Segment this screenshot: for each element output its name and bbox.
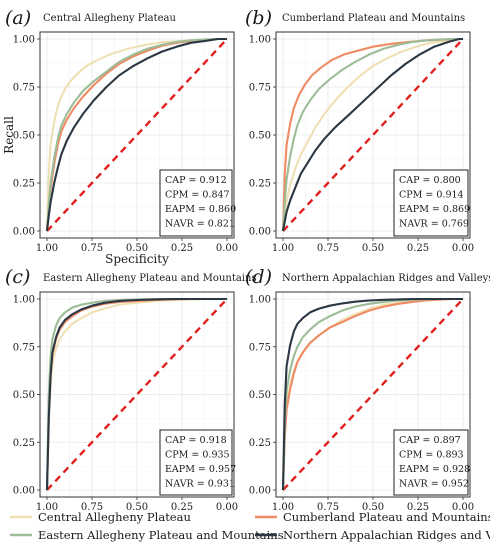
x-tick-label: 0.00 <box>216 243 238 254</box>
auc-label: NAVR = 0.821 <box>165 219 235 230</box>
reference-diagonal <box>282 38 464 232</box>
auc-label: EAPM = 0.928 <box>399 464 470 475</box>
y-tick-label: 0.75 <box>13 83 35 94</box>
panel-label: (a) <box>5 7 31 29</box>
x-tick-label: 0.00 <box>216 502 238 513</box>
x-tick-label: 0.25 <box>171 502 193 513</box>
reference-diagonal <box>46 38 228 232</box>
legend-label: Cumberland Plateau and Mountains <box>283 510 490 524</box>
roc-line-cap <box>281 37 463 232</box>
reference-diagonal <box>282 298 464 491</box>
x-tick-label: 0.25 <box>171 243 193 254</box>
auc-annotation-box <box>159 429 233 496</box>
roc-line-navr <box>281 37 463 232</box>
x-tick-label: 1.00 <box>36 502 58 513</box>
y-tick-label: 0.50 <box>249 390 271 401</box>
x-axis-label: Specificity <box>105 252 169 266</box>
y-tick-label: 0.25 <box>249 179 271 190</box>
auc-label: CAP = 0.897 <box>399 435 461 446</box>
panel-label: (c) <box>5 266 30 288</box>
x-tick-label: 1.00 <box>272 243 294 254</box>
x-tick-label: 0.00 <box>452 243 474 254</box>
y-axis-label: Recall <box>2 116 16 154</box>
legend: Central Allegheny Plateau Cumberland Plat… <box>10 510 490 542</box>
y-tick-label: 1.00 <box>249 35 271 46</box>
panel-title: Cumberland Plateau and Mountains <box>282 13 465 24</box>
y-tick-label: 0.50 <box>13 131 35 142</box>
x-tick-label: 0.25 <box>407 243 429 254</box>
panel-label: (d) <box>245 266 272 288</box>
auc-label: EAPM = 0.860 <box>165 204 236 215</box>
roc-line-eapm <box>45 37 227 232</box>
y-tick-label: 0.50 <box>13 390 35 401</box>
auc-label: CPM = 0.935 <box>165 450 230 461</box>
roc-panel: 1.00 0.75 0.50 0.25 0.00 0.00 0.25 0.50 0.75 1.00… <box>5 266 257 513</box>
auc-label: EAPM = 0.957 <box>165 464 236 475</box>
panel-label: (b) <box>245 7 272 29</box>
x-tick-label: 0.25 <box>407 502 429 513</box>
panel-title: Eastern Allegheny Plateau and Mountains <box>43 273 257 284</box>
y-tick-label: 0.25 <box>13 438 35 449</box>
x-tick-label: 0.75 <box>317 243 339 254</box>
y-tick-label: 0.25 <box>249 438 271 449</box>
y-tick-label: 0.75 <box>249 342 271 353</box>
auc-label: CPM = 0.914 <box>399 190 464 201</box>
roc-panel: 1.00 0.75 0.50 0.25 0.00 0.00 0.25 0.50 0.75 1.00… <box>245 7 474 254</box>
roc-line-navr <box>45 297 227 491</box>
y-tick-label: 1.00 <box>13 295 35 306</box>
legend-label: Central Allegheny Plateau <box>38 510 191 524</box>
auc-label: CPM = 0.847 <box>165 190 230 201</box>
y-tick-label: 1.00 <box>249 295 271 306</box>
auc-annotation-box <box>159 169 233 237</box>
auc-label: NAVR = 0.931 <box>165 479 235 490</box>
x-tick-label: 0.75 <box>81 502 103 513</box>
roc-panel: 1.00 0.75 0.50 0.25 0.00 0.00 0.25 0.50 0.75 1.00… <box>245 266 490 513</box>
auc-label: CAP = 0.912 <box>165 175 227 186</box>
auc-label: CPM = 0.893 <box>399 450 464 461</box>
x-tick-label: 0.00 <box>452 502 474 513</box>
roc-line-eapm <box>281 37 463 232</box>
legend-label: Northern Appalachian Ridges and Valleys <box>283 528 490 542</box>
auc-label: CAP = 0.800 <box>399 175 461 186</box>
roc-panel: 1.00 0.75 0.50 0.25 0.00 0.00 0.25 0.50 0.75 1.00… <box>2 7 238 266</box>
x-tick-label: 0.50 <box>126 243 148 254</box>
reference-diagonal <box>46 298 228 491</box>
y-tick-label: 0.75 <box>249 83 271 94</box>
x-tick-label: 1.00 <box>36 243 58 254</box>
y-tick-label: 0.75 <box>13 342 35 353</box>
y-tick-label: 0.25 <box>13 179 35 190</box>
x-tick-label: 0.75 <box>317 502 339 513</box>
auc-label: EAPM = 0.869 <box>399 204 470 215</box>
auc-label: NAVR = 0.769 <box>399 219 469 230</box>
y-tick-label: 0.50 <box>249 131 271 142</box>
y-tick-label: 0.00 <box>13 486 35 497</box>
y-tick-label: 0.00 <box>249 486 271 497</box>
auc-annotation-box <box>393 169 469 237</box>
x-tick-label: 0.50 <box>362 243 384 254</box>
y-tick-label: 1.00 <box>13 35 35 46</box>
panel-title: Central Allegheny Plateau <box>43 13 176 24</box>
x-tick-label: 1.00 <box>272 502 294 513</box>
roc-line-cpm <box>281 297 463 491</box>
auc-label: CAP = 0.918 <box>165 435 227 446</box>
roc-line-navr <box>45 37 227 232</box>
y-tick-label: 0.00 <box>13 227 35 238</box>
auc-label: NAVR = 0.952 <box>399 479 469 490</box>
legend-label: Eastern Allegheny Plateau and Mountains <box>38 528 284 542</box>
y-tick-label: 0.00 <box>249 227 271 238</box>
x-tick-label: 0.50 <box>362 502 384 513</box>
x-tick-label: 0.75 <box>81 243 103 254</box>
auc-annotation-box <box>393 429 469 496</box>
panel-title: Northern Appalachian Ridges and Valleys <box>282 273 490 284</box>
roc-line-navr <box>281 297 463 491</box>
x-tick-label: 0.50 <box>126 502 148 513</box>
